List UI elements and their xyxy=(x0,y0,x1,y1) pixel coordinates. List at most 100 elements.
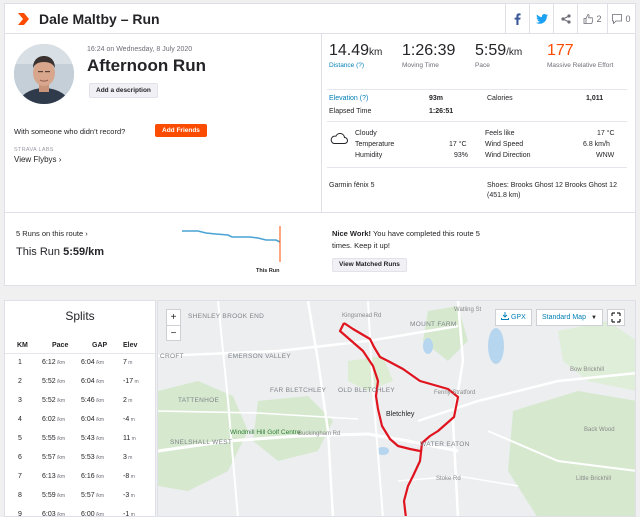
view-matched-runs-button[interactable]: View Matched Runs xyxy=(332,258,407,272)
zoom-out-button[interactable]: − xyxy=(170,328,177,339)
split-gap-value: 5:57 xyxy=(81,492,95,499)
comment-button[interactable]: 0 xyxy=(607,4,635,34)
split-pace-unit: /km xyxy=(55,455,66,461)
moving-time-value: 1:26:39 xyxy=(402,42,456,59)
split-pace-value: 5:52 xyxy=(42,378,56,385)
split-gap-unit: /km xyxy=(94,493,105,499)
split-km: 5 xyxy=(18,435,22,442)
zoom-control: + − xyxy=(166,309,181,341)
route-map[interactable]: + − GPX Standard Map ▼ SHENLEY BROOK END… xyxy=(157,300,636,517)
stat-distance: 14.49km Distance (?) xyxy=(329,42,382,70)
split-gap: 5:53 /km xyxy=(81,454,104,461)
elapsed-time-label: Elapsed Time xyxy=(329,108,372,115)
split-pace-unit: /km xyxy=(55,398,66,404)
strava-chevron-icon xyxy=(18,13,29,25)
map-label: CROFT xyxy=(160,353,184,360)
kudos-button[interactable]: 2 xyxy=(577,4,607,34)
split-elev-unit: m xyxy=(129,512,135,517)
twitter-icon xyxy=(535,14,548,24)
split-gap-unit: /km xyxy=(94,379,105,385)
split-pace-value: 6:12 xyxy=(42,359,56,366)
device-name: Garmin fēnix 5 xyxy=(329,182,375,189)
route-line xyxy=(338,322,460,516)
split-elev-value: 2 xyxy=(123,397,127,404)
share-icon xyxy=(560,14,571,24)
split-pace-unit: /km xyxy=(55,417,66,423)
split-km: 1 xyxy=(18,359,22,366)
caret-down-icon: ▼ xyxy=(590,315,597,321)
table-row: 2 5:52 /km 6:04 /km -17 m xyxy=(5,373,155,392)
split-elev-value: -4 xyxy=(123,416,130,423)
shoes-name: Shoes: Brooks Ghost 12 Brooks Ghost 12 xyxy=(487,182,617,189)
stat-relative-effort[interactable]: 177 Massive Relative Effort xyxy=(547,42,627,70)
stat-moving-time: 1:26:39 Moving Time xyxy=(402,42,455,70)
facebook-share-button[interactable] xyxy=(505,4,529,34)
view-flybys-link[interactable]: View Flybys › xyxy=(14,155,62,164)
split-pace-unit: /km xyxy=(55,493,66,499)
humidity-label: Humidity xyxy=(355,152,383,159)
fullscreen-button[interactable] xyxy=(607,309,625,326)
elevation-label[interactable]: Elevation (?) xyxy=(329,95,369,102)
wind-speed-value: 6.8 km/h xyxy=(583,141,610,148)
zoom-in-button[interactable]: + xyxy=(167,310,180,326)
fullscreen-icon xyxy=(611,312,621,323)
runs-on-route-link[interactable]: 5 Runs on this route › xyxy=(16,229,88,238)
split-pace: 6:03 /km xyxy=(42,511,65,516)
split-elev: -8 m xyxy=(123,473,135,480)
twitter-share-button[interactable] xyxy=(529,4,553,34)
split-pace-value: 5:59 xyxy=(42,492,56,499)
splits-header-row: KM Pace GAP Elev xyxy=(5,338,155,354)
split-pace: 5:52 /km xyxy=(42,378,65,385)
download-icon xyxy=(501,312,509,320)
add-description-button[interactable]: Add a description xyxy=(89,83,158,98)
feels-like-label: Feels like xyxy=(485,130,515,137)
distance-label[interactable]: Distance (?) xyxy=(329,62,365,69)
split-gap-value: 6:04 xyxy=(81,378,95,385)
splits-panel: Splits KM Pace GAP Elev 1 6:12 /km 6:04 /k… xyxy=(4,300,156,517)
split-pace-unit: /km xyxy=(55,379,66,385)
split-km-value: 9 xyxy=(18,511,22,517)
map-label: TATTENHOE xyxy=(178,397,220,404)
athlete-avatar[interactable] xyxy=(14,44,74,104)
add-friends-button[interactable]: Add Friends xyxy=(155,124,207,137)
split-gap-value: 6:00 xyxy=(81,511,95,517)
elapsed-time-value: 1:26:51 xyxy=(429,108,454,115)
split-elev-value: -1 xyxy=(123,511,130,517)
calories-label: Calories xyxy=(487,95,513,102)
map-label: Bow Brickhill xyxy=(570,367,605,373)
comment-icon xyxy=(612,14,623,24)
split-elev: -1 m xyxy=(123,511,135,517)
humidity-value: 93% xyxy=(454,152,469,159)
split-gap: 5:43 /km xyxy=(81,435,104,442)
divider xyxy=(327,89,627,90)
split-pace-value: 6:02 xyxy=(42,416,56,423)
map-label: Kingsmead Rd xyxy=(342,313,382,319)
split-elev: 11 m xyxy=(123,435,136,442)
split-elev: -3 m xyxy=(123,492,135,499)
share-button[interactable] xyxy=(553,4,577,34)
athlete-photo xyxy=(14,44,74,104)
split-gap-value: 5:46 xyxy=(81,397,95,404)
split-gap-unit: /km xyxy=(94,512,105,517)
split-elev-value: 11 xyxy=(123,435,131,442)
temperature-value: 17 °C xyxy=(449,141,467,148)
map-label: Back Wood xyxy=(584,427,615,433)
split-pace: 6:12 /km xyxy=(42,359,65,366)
splits-col-elev: Elev xyxy=(123,342,138,349)
table-row: 7 6:13 /km 6:16 /km -8 m xyxy=(5,468,155,487)
table-row: 8 5:59 /km 5:57 /km -3 m xyxy=(5,487,155,506)
map-type-select[interactable]: Standard Map ▼ xyxy=(536,309,603,326)
page-title: Dale Maltby – Run xyxy=(39,11,160,27)
split-pace: 5:52 /km xyxy=(42,397,65,404)
wind-direction-label: Wind Direction xyxy=(485,152,531,159)
export-gpx-button[interactable]: GPX xyxy=(495,309,532,326)
split-gap: 6:04 /km xyxy=(81,416,104,423)
split-elev: -4 m xyxy=(123,416,135,423)
split-km: 3 xyxy=(18,397,22,404)
nice-work-text: You have completed this route 5 times. K… xyxy=(332,229,480,250)
split-km-value: 4 xyxy=(18,416,22,423)
distance-value: 14.49 xyxy=(329,42,370,59)
split-km-value: 7 xyxy=(18,473,22,480)
weather-condition: Cloudy xyxy=(355,130,377,137)
moving-time-label: Moving Time xyxy=(402,62,439,69)
